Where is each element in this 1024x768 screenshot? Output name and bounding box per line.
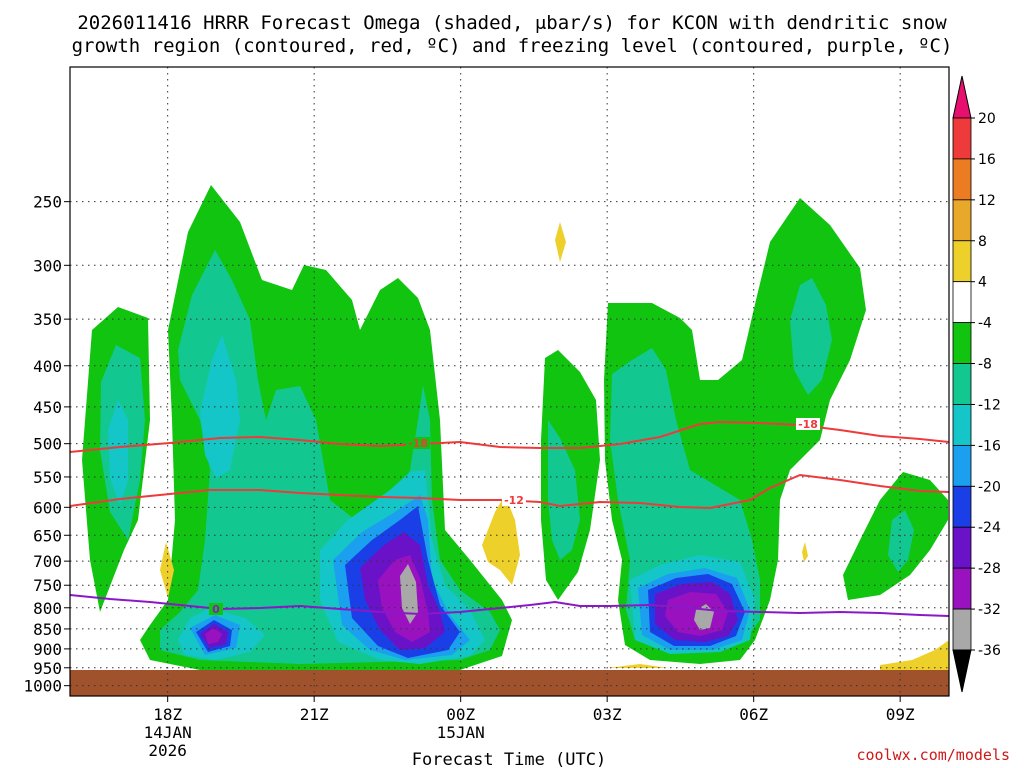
colorbar-bin	[952, 444, 972, 487]
y-tick-label: 400	[33, 357, 62, 376]
x-tick-label: 03Z	[593, 705, 622, 724]
colorbar-bin	[952, 404, 972, 446]
freezing-level-label: 0	[212, 603, 220, 616]
y-tick-label: 500	[33, 435, 62, 454]
x-tick-label: 00Z	[446, 705, 475, 724]
omega-region-teal	[888, 510, 914, 572]
y-tick-label: 250	[33, 193, 62, 212]
colorbar-bin	[952, 117, 972, 160]
colorbar-bin	[952, 526, 972, 569]
colorbar-bin	[952, 485, 972, 528]
ground-below-surface	[70, 670, 949, 696]
colorbar-top-arrow	[952, 75, 972, 119]
omega-region-yellow	[555, 222, 566, 262]
colorbar-label: 4	[978, 275, 987, 291]
dgz-minus12-contour	[70, 473, 949, 510]
colorbar-bin	[952, 281, 972, 324]
omega-region-yellow	[880, 640, 949, 670]
chart-title-line1: 2026011416 HRRR Forecast Omega (shaded, …	[77, 12, 947, 34]
omega-region-gray	[400, 564, 418, 624]
colorbar-bin	[952, 363, 972, 405]
x-tick-label: 18Z	[153, 705, 182, 724]
colorbar-label: -36	[978, 643, 1001, 659]
y-tick-label: 550	[33, 468, 62, 487]
y-tick-label: 800	[33, 599, 62, 618]
colorbar-label: -28	[978, 561, 1001, 577]
omega-region-yellow	[608, 664, 668, 668]
colorbar-label: 16	[978, 152, 996, 168]
y-tick-label: 650	[33, 526, 62, 545]
contour-lines: -18 -18 -12 0	[70, 418, 949, 617]
dgz-upper-right-label: -18	[798, 418, 818, 431]
omega-region-teal	[790, 278, 832, 395]
colorbar-bin	[952, 608, 972, 651]
x-tick-date: 14JAN	[144, 723, 192, 742]
x-tick-year: 2026	[148, 741, 187, 760]
colorbar-bin	[952, 322, 972, 364]
omega-region-yellow	[482, 495, 520, 585]
chart-title-line2: growth region (contoured, red, ºC) and f…	[72, 35, 953, 57]
colorbar-bin	[952, 240, 972, 283]
colorbar-label: 8	[978, 234, 987, 250]
colorbar-label: -16	[978, 438, 1001, 454]
colorbar-bin	[952, 199, 972, 242]
y-tick-label: 350	[33, 310, 62, 329]
x-tick-label: 09Z	[886, 705, 915, 724]
y-tick-label: 850	[33, 620, 62, 639]
y-tick-label: 600	[33, 498, 62, 517]
colorbar-label: -4	[978, 316, 992, 332]
x-tick-date: 15JAN	[437, 723, 485, 742]
y-tick-label: 750	[33, 576, 62, 595]
colorbar-bin	[952, 567, 972, 610]
colorbar-bottom-arrow	[952, 649, 972, 693]
x-tick-label: 06Z	[739, 705, 768, 724]
dgz-upper-label: -18	[408, 437, 428, 450]
omega-region-violet	[205, 628, 222, 644]
omega-region-teal	[548, 420, 580, 560]
x-axis-title: Forecast Time (UTC)	[412, 750, 606, 768]
y-tick-label: 450	[33, 398, 62, 417]
colorbar: 20 16 12 8 4 -4 -8 -12 -16 -20 -24 -28 -32 -36	[952, 75, 1001, 693]
plot-frame	[69, 66, 950, 697]
y-tick-label: 700	[33, 552, 62, 571]
colorbar-label: -20	[978, 479, 1001, 495]
colorbar-label: -32	[978, 602, 1001, 618]
omega-shaded-field	[70, 185, 949, 696]
colorbar-bin	[952, 158, 972, 201]
y-tick-label: 950	[33, 659, 62, 678]
site-credit: coolwx.com/models	[856, 746, 1010, 764]
colorbar-label: 20	[978, 111, 996, 127]
colorbar-label: -12	[978, 397, 1001, 413]
colorbar-label: 12	[978, 193, 996, 209]
y-tick-label: 900	[33, 640, 62, 659]
y-tick-label: 1000	[23, 677, 62, 696]
colorbar-label: -8	[978, 357, 992, 373]
grid-lines	[70, 67, 949, 696]
dgz-lower-label: -12	[504, 494, 524, 507]
colorbar-label: -24	[978, 520, 1001, 536]
y-tick-label: 300	[33, 256, 62, 275]
y-axis: 2503003504004505005506006507007508008509…	[23, 193, 70, 696]
omega-region-yellow	[160, 542, 174, 598]
omega-region-cyan	[108, 400, 128, 505]
omega-region-yellow	[802, 542, 808, 562]
x-tick-label: 21Z	[300, 705, 329, 724]
